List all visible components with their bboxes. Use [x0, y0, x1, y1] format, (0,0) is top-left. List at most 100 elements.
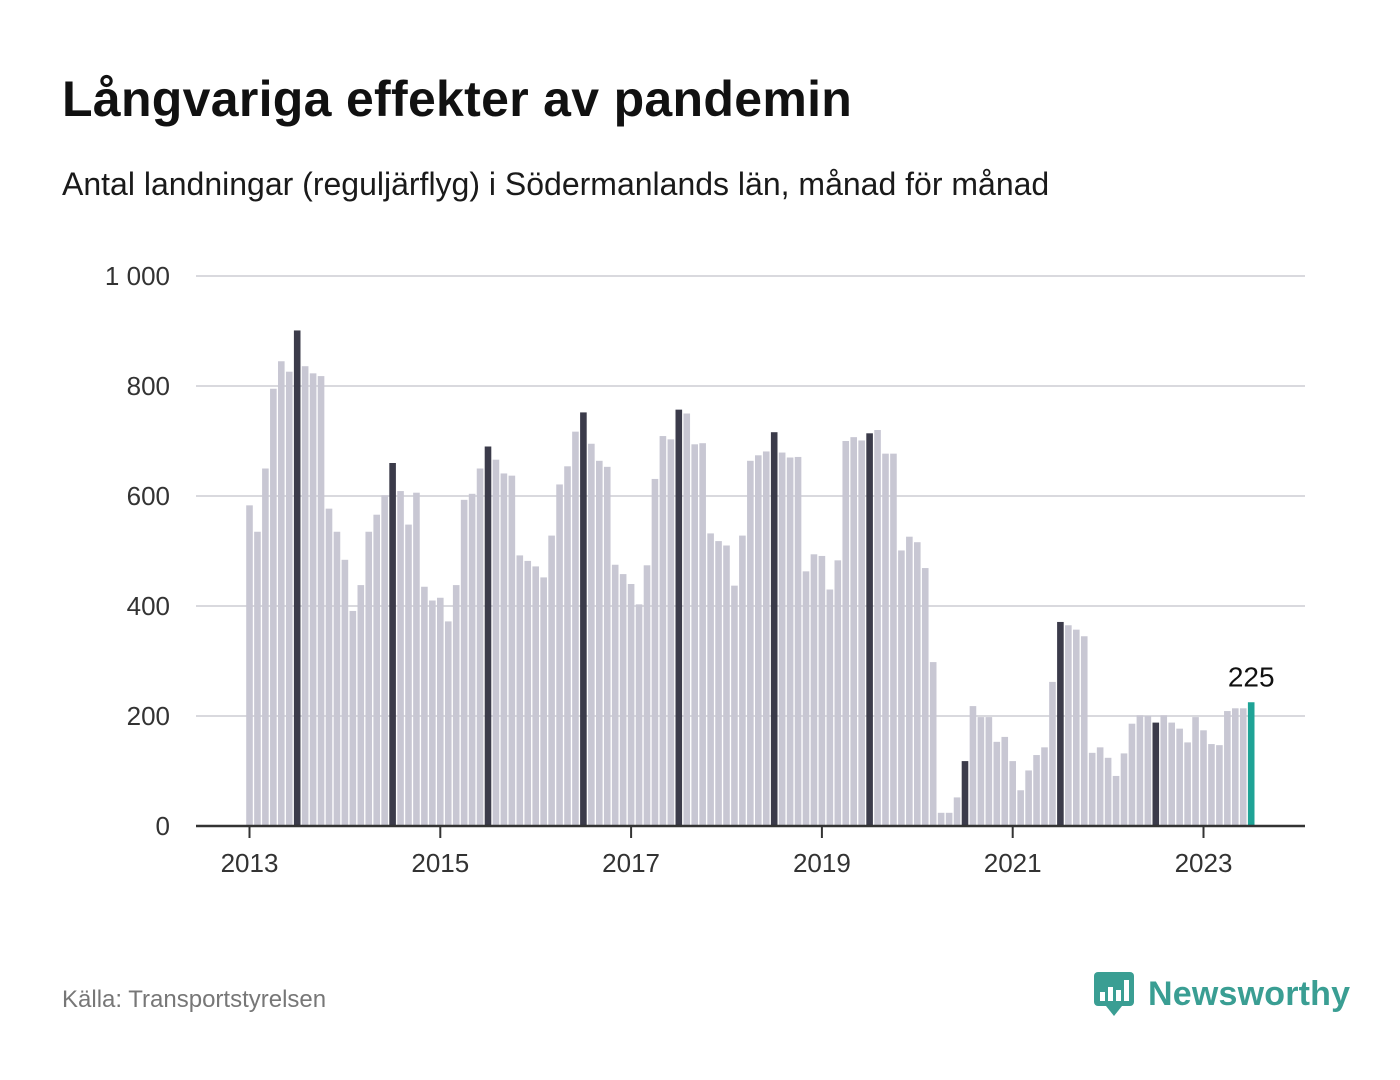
bar — [1232, 708, 1239, 826]
x-tick-label: 2023 — [1175, 848, 1233, 878]
bar — [977, 717, 985, 826]
bar — [1104, 757, 1112, 826]
bar — [1041, 747, 1048, 826]
bar — [1017, 790, 1024, 826]
bar — [1208, 744, 1215, 826]
bar — [731, 585, 738, 826]
bar — [826, 589, 834, 826]
bar — [969, 706, 977, 826]
bar — [993, 741, 1001, 826]
bar — [516, 555, 524, 826]
y-tick-label: 1 000 — [105, 261, 170, 291]
bar — [540, 577, 547, 826]
bar — [572, 431, 579, 826]
bar — [715, 541, 722, 826]
bar — [643, 565, 651, 826]
bar — [437, 597, 444, 826]
bar — [341, 559, 349, 826]
bar — [739, 535, 746, 826]
bar — [373, 514, 380, 826]
bar — [1168, 722, 1175, 826]
bar — [762, 451, 770, 826]
bar — [770, 432, 778, 826]
bar — [1224, 711, 1231, 826]
brand-name: Newsworthy — [1148, 974, 1351, 1013]
bar — [333, 531, 341, 826]
bar — [460, 499, 468, 826]
tick-labels: 0 200 400 600 800 1 000 225 2013 2015 2017 2019 202… — [105, 261, 1275, 878]
bar — [421, 586, 428, 826]
bar — [429, 600, 436, 826]
bar — [588, 443, 595, 826]
bar — [1120, 753, 1128, 826]
y-tick-label: 600 — [127, 481, 170, 511]
bar — [937, 812, 945, 826]
bar — [834, 560, 842, 826]
bar — [627, 584, 635, 826]
bar — [1176, 728, 1183, 826]
x-tick-label: 2013 — [221, 848, 279, 878]
bar — [468, 493, 476, 826]
bar — [882, 453, 889, 826]
chart-subtitle: Antal landningar (reguljärflyg) i Söderm… — [62, 166, 1050, 202]
bar — [802, 571, 810, 826]
bar — [556, 484, 563, 826]
bar — [508, 475, 516, 826]
bar — [1049, 681, 1056, 826]
bar — [1073, 629, 1080, 826]
bar — [699, 443, 706, 826]
bar — [1144, 716, 1152, 826]
bar — [818, 555, 826, 826]
x-tick-label: 2017 — [602, 848, 660, 878]
bar — [1065, 625, 1072, 826]
bar — [611, 564, 619, 826]
bar — [270, 388, 277, 826]
bar — [675, 409, 683, 826]
bar — [866, 433, 873, 826]
bar — [914, 542, 921, 826]
bar — [1080, 636, 1088, 826]
axes — [196, 824, 1305, 838]
bar — [293, 330, 301, 826]
bar — [619, 574, 627, 826]
y-tick-label: 0 — [156, 811, 170, 841]
bar — [1152, 722, 1160, 826]
bar — [842, 441, 850, 826]
bar — [476, 468, 484, 826]
bar — [309, 373, 317, 826]
bar — [1033, 755, 1040, 826]
bar — [317, 376, 325, 826]
bar — [603, 466, 611, 826]
bar — [786, 457, 794, 826]
x-tick-label: 2019 — [793, 848, 851, 878]
bar — [1184, 742, 1191, 826]
bar — [1128, 723, 1136, 826]
bar — [492, 459, 500, 826]
bar — [906, 536, 913, 826]
bar — [985, 717, 993, 826]
bar-chart: 0 200 400 600 800 1 000 225 2013 2015 2017 2019 202… — [105, 261, 1305, 878]
bar — [580, 412, 587, 826]
bar — [548, 535, 555, 826]
bar — [778, 452, 786, 826]
y-tick-label: 800 — [127, 371, 170, 401]
bar — [405, 524, 412, 826]
bar — [278, 361, 285, 826]
bar — [1057, 621, 1064, 826]
bar — [1112, 775, 1120, 826]
bars-group — [246, 330, 1255, 826]
bar — [365, 531, 373, 826]
bar — [794, 456, 802, 826]
chart-title: Långvariga effekter av pandemin — [62, 71, 853, 127]
bar — [1009, 761, 1016, 826]
source-note: Källa: Transportstyrelsen — [62, 986, 327, 1013]
bar — [810, 554, 818, 826]
bar — [1216, 745, 1223, 826]
bar — [651, 478, 659, 826]
bar — [1136, 715, 1144, 826]
bar — [858, 440, 865, 826]
bar — [1001, 736, 1009, 826]
bar — [921, 568, 929, 826]
y-tick-label: 200 — [127, 701, 170, 731]
bar — [246, 505, 253, 826]
